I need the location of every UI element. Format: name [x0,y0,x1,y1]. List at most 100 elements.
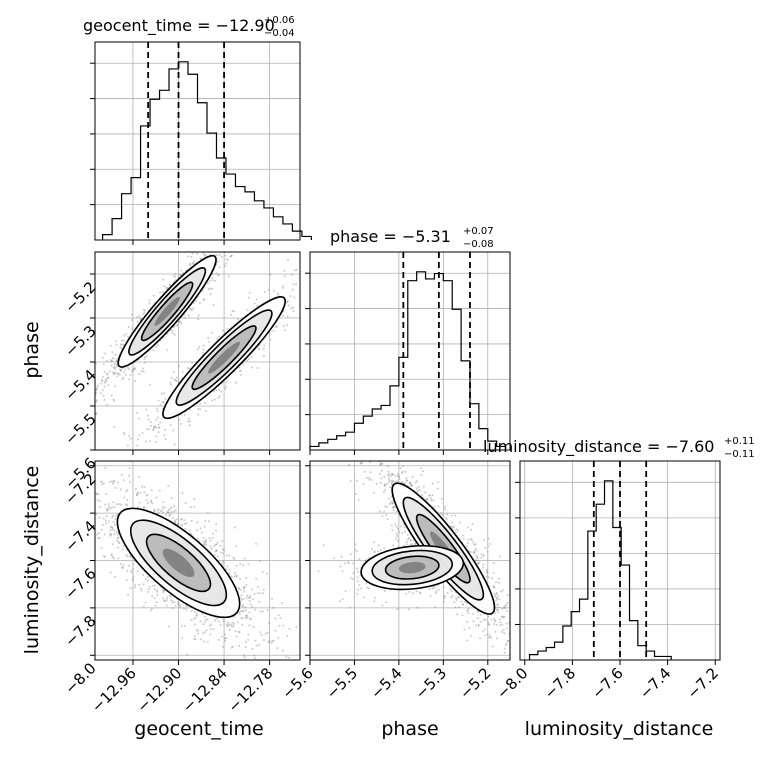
sample-point [424,491,427,494]
sample-point [234,571,237,574]
sample-point [381,515,384,518]
sample-point [113,557,116,560]
sample-point [198,242,200,244]
sample-point [142,583,145,586]
sample-point [220,255,223,258]
sample-point [129,587,132,590]
sample-point [482,618,485,621]
sample-point [206,640,209,643]
sample-point [417,485,420,488]
sample-point [418,591,421,594]
sample-point [173,505,176,508]
sample-point [176,602,179,605]
sample-point [410,542,413,545]
sample-point [505,642,508,645]
sample-point [95,513,98,516]
sample-point [498,555,501,558]
sample-point [466,545,469,548]
sample-point [234,630,237,633]
sample-point [166,287,169,290]
sample-point [496,604,499,607]
sample-point [211,245,213,247]
sample-point [528,637,530,639]
sample-point [46,469,48,471]
sample-point [495,637,498,640]
sample-point [453,525,456,528]
sample-point [251,588,254,591]
sample-point [112,366,115,369]
sample-point [247,638,250,641]
sample-point [82,514,84,516]
sample-point [240,373,243,376]
sample-point [195,614,198,617]
sample-point [178,320,181,323]
sample-point [451,526,454,529]
sample-point [231,645,234,648]
sample-point [157,399,160,402]
sample-point [183,519,186,522]
sample-point [115,343,118,346]
sample-point [338,600,341,603]
sample-point [224,254,227,257]
sample-point [97,537,100,540]
luminosity-distance-histogram-panel: −8.0 −7.8 −7.6 −7.4 −7.2 [493,460,722,703]
sample-point [112,480,115,483]
sample-point [161,401,164,404]
sample-point [181,370,184,373]
sample-point [242,604,245,607]
sample-point [111,526,114,529]
sample-point [506,593,509,596]
sample-point [435,590,438,593]
sample-point [100,546,103,549]
sample-point [228,554,231,557]
x-tick-label: −8.0 [493,664,531,702]
sample-point [156,410,159,413]
sample-point [433,505,436,508]
sample-point [233,575,236,578]
sample-point [468,550,471,553]
sample-point [164,438,167,441]
sample-point [264,632,267,635]
sample-point [239,597,242,600]
sample-point [451,594,454,597]
sample-point [205,543,208,546]
sample-point [127,366,130,369]
sample-point [362,482,365,485]
sample-point [180,322,183,325]
sample-point [213,279,216,282]
sample-point [501,607,504,610]
sample-point [228,628,231,631]
sample-point [504,605,507,608]
sample-point [85,499,87,501]
sample-point [232,556,235,559]
sample-point [125,333,128,336]
sample-point [108,507,111,510]
sample-point [90,544,92,546]
sample-point [458,521,461,524]
sample-point [167,511,170,514]
sample-point [369,461,372,464]
sample-point [382,491,385,494]
sample-point [151,595,154,598]
sample-point [89,398,91,400]
sample-point [202,640,205,643]
sample-point [487,636,490,639]
sample-point [258,348,261,351]
sample-point [143,491,146,494]
sample-point [199,402,202,405]
sample-point [109,358,112,361]
sample-point [411,592,414,595]
sample-point [479,637,482,640]
sample-point [167,509,170,512]
sample-point [174,521,177,524]
sample-point [114,353,117,356]
sample-point [107,384,110,387]
sample-point [242,609,245,612]
sample-point [171,607,174,610]
sample-point [352,412,354,414]
sample-point [428,494,431,497]
sample-point [118,541,121,544]
sample-point [449,525,452,528]
sample-point [203,615,206,618]
